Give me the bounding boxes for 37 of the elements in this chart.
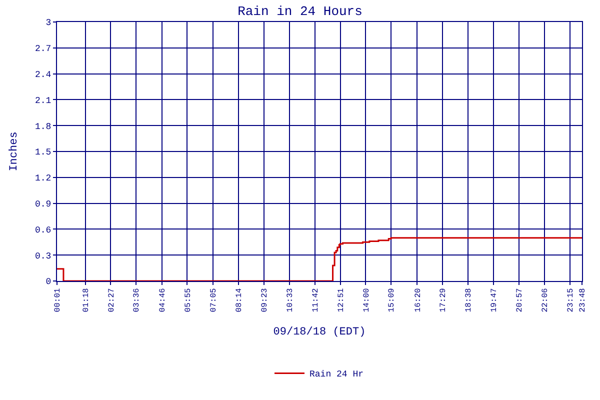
y-tick-label: 0.3 [34,251,52,262]
x-tick-label: 05:55 [184,288,193,312]
x-tick-label: 14:00 [362,288,372,312]
y-tick-label: 2.4 [34,70,52,80]
y-tick-label: 1.8 [34,122,52,132]
x-tick-label: 23:15 [566,288,576,312]
x-tick-label: 23:48 [578,288,588,312]
y-tick-label: 1.2 [34,174,52,184]
x-tick-label: 08:14 [234,288,244,312]
x-tick-label: 17:29 [439,288,448,312]
y-tick-label: 0.6 [34,225,52,236]
x-tick-label: 19:47 [490,288,499,312]
x-tick-label: 20:57 [516,288,525,312]
x-tick-label: 15:09 [388,288,397,312]
x-tick-label: 04:46 [158,288,168,312]
x-tick-label: 09:23 [260,288,270,312]
x-tick-label: 22:06 [541,288,550,312]
y-tick-label: 0 [46,277,52,288]
x-tick-label: 02:27 [107,288,116,312]
x-tick-label: 16:20 [414,288,423,312]
x-axis-title: 09/18/18 (EDT) [273,326,366,338]
x-tick-label: 11:42 [312,288,320,312]
y-tick-label: 2.1 [34,96,52,106]
y-tick-label: 1.5 [34,148,52,158]
x-tick-label: 03:36 [132,288,142,312]
x-tick-label: 18:38 [464,288,474,312]
y-tick-label: 0.9 [34,199,52,210]
y-tick-label: 2.7 [34,44,52,54]
x-tick-label: 10:33 [286,288,296,312]
y-axis-title: Inches [8,132,21,172]
x-tick-label: 07:05 [210,288,219,312]
legend-label: Rain 24 Hr [310,370,364,380]
x-tick-label: 12:51 [336,288,346,312]
y-tick-label: 3 [46,18,52,28]
x-tick-label: 00:01 [54,288,63,312]
x-tick-label: 01:18 [82,288,91,312]
chart-title: Rain in 24 Hours [238,4,362,20]
